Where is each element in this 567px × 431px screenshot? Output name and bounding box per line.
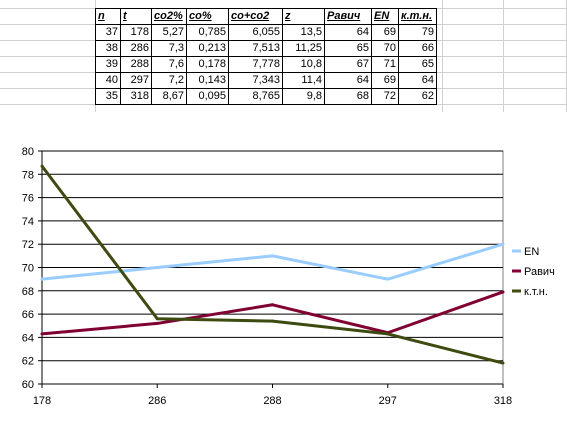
y-tick-label: 74 bbox=[22, 216, 34, 228]
table-cell[interactable]: 69 bbox=[371, 24, 399, 41]
data-table: n t co2% co% co+co2 z Равич EN к.т.н. 37… bbox=[95, 8, 437, 105]
table-cell[interactable]: 8,67 bbox=[151, 88, 187, 105]
legend-label: к.т.н. bbox=[524, 286, 548, 298]
header-cell-en[interactable]: EN bbox=[371, 8, 399, 25]
data-point bbox=[155, 266, 159, 269]
data-point bbox=[40, 277, 44, 281]
data-point bbox=[155, 317, 159, 321]
data-point bbox=[386, 332, 390, 336]
data-point bbox=[40, 332, 44, 336]
table-header-row: n t co2% co% co+co2 z Равич EN к.т.н. bbox=[95, 8, 437, 25]
table-cell[interactable]: 11,25 bbox=[282, 40, 325, 57]
header-cell-co2[interactable]: co2% bbox=[151, 8, 187, 25]
data-point bbox=[155, 321, 159, 325]
table-cell[interactable]: 71 bbox=[371, 56, 399, 73]
table-cell[interactable]: 0,213 bbox=[186, 40, 229, 57]
table-cell[interactable]: 11,4 bbox=[282, 72, 325, 89]
table-cell[interactable]: 10,8 bbox=[282, 56, 325, 73]
chart-canvas: 60 62 64 66 68 70 72 74 76 78 80 178 286 288 297 318 EN Р… bbox=[22, 146, 555, 407]
y-tick-label: 60 bbox=[22, 379, 34, 391]
y-tick-label: 64 bbox=[22, 332, 34, 344]
y-tick-label: 66 bbox=[22, 309, 34, 321]
table-cell[interactable]: 69 bbox=[371, 72, 399, 89]
table-cell[interactable]: 7,3 bbox=[151, 40, 187, 57]
header-cell-ravich[interactable]: Равич bbox=[324, 8, 372, 25]
data-point bbox=[386, 277, 390, 281]
table-cell[interactable]: 7,513 bbox=[228, 40, 283, 57]
table-cell[interactable]: 0,143 bbox=[186, 72, 229, 89]
header-cell-co[interactable]: co% bbox=[186, 8, 229, 25]
table-cell[interactable]: 8,765 bbox=[228, 88, 283, 105]
x-tick-label: 178 bbox=[33, 395, 51, 407]
table-cell[interactable]: 5,27 bbox=[151, 24, 187, 41]
data-point bbox=[271, 319, 274, 323]
table-cell[interactable]: 286 bbox=[120, 40, 152, 57]
data-point bbox=[501, 290, 505, 294]
table-cell[interactable]: 79 bbox=[398, 24, 437, 41]
data-point bbox=[40, 164, 44, 168]
table-cell[interactable]: 9,8 bbox=[282, 88, 325, 105]
y-tick-label: 78 bbox=[22, 169, 34, 181]
y-tick-label: 76 bbox=[22, 193, 34, 205]
x-tick-label: 288 bbox=[263, 395, 281, 407]
table-cell[interactable]: 38 bbox=[95, 40, 121, 57]
table-cell[interactable]: 0,785 bbox=[186, 24, 229, 41]
data-point bbox=[501, 361, 505, 365]
table-cell[interactable]: 70 bbox=[371, 40, 399, 57]
table-cell[interactable]: 288 bbox=[120, 56, 152, 73]
table-row: 37 178 5,27 0,785 6,055 13,5 64 69 79 bbox=[95, 24, 437, 41]
table-cell[interactable]: 64 bbox=[398, 72, 437, 89]
table-cell[interactable]: 35 bbox=[95, 88, 121, 105]
header-cell-n[interactable]: n bbox=[95, 8, 121, 25]
table-cell[interactable]: 62 bbox=[398, 88, 437, 105]
x-tick-label: 297 bbox=[379, 395, 397, 407]
y-tick-label: 70 bbox=[22, 263, 34, 275]
table-cell[interactable]: 7,343 bbox=[228, 72, 283, 89]
y-tick-label: 72 bbox=[22, 239, 34, 251]
table-cell[interactable]: 297 bbox=[120, 72, 152, 89]
table-cell[interactable]: 64 bbox=[324, 24, 372, 41]
legend-label: EN bbox=[524, 246, 539, 258]
table-cell[interactable]: 0,178 bbox=[186, 56, 229, 73]
data-point bbox=[501, 242, 505, 246]
table-cell[interactable]: 65 bbox=[398, 56, 437, 73]
x-tick-label: 286 bbox=[148, 395, 166, 407]
table-cell[interactable]: 65 bbox=[324, 40, 372, 57]
table-cell[interactable]: 7,778 bbox=[228, 56, 283, 73]
table-cell[interactable]: 67 bbox=[324, 56, 372, 73]
table-row: 38 286 7,3 0,213 7,513 11,25 65 70 66 bbox=[95, 40, 437, 57]
table-cell[interactable]: 39 bbox=[95, 56, 121, 73]
table-cell[interactable]: 13,5 bbox=[282, 24, 325, 41]
line-chart[interactable]: 60 62 64 66 68 70 72 74 76 78 80 178 286 288 297 318 EN Р… bbox=[0, 130, 567, 426]
legend-label: Равич bbox=[524, 266, 555, 278]
table-cell[interactable]: 68 bbox=[324, 88, 372, 105]
table-cell[interactable]: 178 bbox=[120, 24, 152, 41]
table-cell[interactable]: 64 bbox=[324, 72, 372, 89]
spreadsheet-area: n t co2% co% co+co2 z Равич EN к.т.н. 37… bbox=[0, 0, 567, 122]
header-cell-co-co2[interactable]: co+co2 bbox=[228, 8, 283, 25]
table-cell[interactable]: 318 bbox=[120, 88, 152, 105]
table-cell[interactable]: 37 bbox=[95, 24, 121, 41]
table-cell[interactable]: 0,095 bbox=[186, 88, 229, 105]
table-cell[interactable]: 7,2 bbox=[151, 72, 187, 89]
y-tick-label: 68 bbox=[22, 286, 34, 298]
data-point bbox=[271, 303, 274, 307]
y-tick-label: 62 bbox=[22, 356, 34, 368]
table-cell[interactable]: 72 bbox=[371, 88, 399, 105]
table-row: 35 318 8,67 0,095 8,765 9,8 68 72 62 bbox=[95, 88, 437, 105]
table-cell[interactable]: 6,055 bbox=[228, 24, 283, 41]
x-tick-label: 318 bbox=[494, 395, 512, 407]
header-cell-t[interactable]: t bbox=[120, 8, 152, 25]
y-tick-label: 80 bbox=[22, 146, 34, 158]
table-cell[interactable]: 40 bbox=[95, 72, 121, 89]
table-cell[interactable]: 7,6 bbox=[151, 56, 187, 73]
header-cell-ktn[interactable]: к.т.н. bbox=[398, 8, 437, 25]
header-cell-z[interactable]: z bbox=[282, 8, 325, 25]
data-point bbox=[271, 254, 274, 258]
table-row: 40 297 7,2 0,143 7,343 11,4 64 69 64 bbox=[95, 72, 437, 89]
table-row: 39 288 7,6 0,178 7,778 10,8 67 71 65 bbox=[95, 56, 437, 73]
grid-line bbox=[0, 104, 567, 105]
table-cell[interactable]: 66 bbox=[398, 40, 437, 57]
